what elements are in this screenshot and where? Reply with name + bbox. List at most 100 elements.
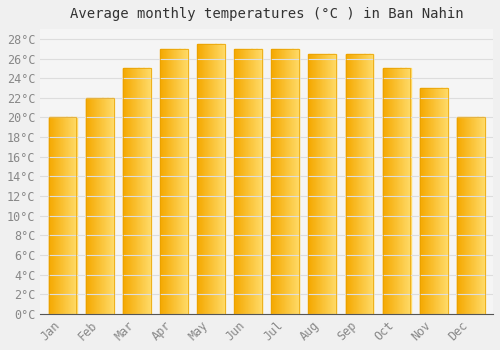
Bar xyxy=(102,98,103,314)
Bar xyxy=(437,88,438,314)
Bar xyxy=(422,88,423,314)
Bar xyxy=(470,118,471,314)
Bar xyxy=(420,88,421,314)
Bar xyxy=(125,68,126,314)
Bar xyxy=(373,54,374,314)
Bar xyxy=(50,118,51,314)
Bar xyxy=(346,54,374,314)
Bar xyxy=(174,49,175,314)
Bar xyxy=(424,88,425,314)
Bar xyxy=(177,49,178,314)
Bar xyxy=(176,49,178,314)
Bar xyxy=(286,49,287,314)
Bar xyxy=(383,68,384,314)
Bar xyxy=(162,49,163,314)
Bar xyxy=(390,68,391,314)
Bar xyxy=(425,88,426,314)
Bar xyxy=(310,54,312,314)
Bar xyxy=(140,68,141,314)
Bar xyxy=(325,54,326,314)
Bar xyxy=(203,44,204,314)
Bar xyxy=(250,49,251,314)
Bar xyxy=(353,54,354,314)
Bar xyxy=(86,98,87,314)
Bar xyxy=(440,88,441,314)
Bar xyxy=(397,68,398,314)
Bar xyxy=(129,68,130,314)
Bar xyxy=(328,54,329,314)
Bar xyxy=(127,68,128,314)
Bar xyxy=(216,44,217,314)
Bar xyxy=(444,88,445,314)
Bar xyxy=(101,98,102,314)
Bar xyxy=(210,44,211,314)
Bar xyxy=(321,54,322,314)
Bar xyxy=(389,68,390,314)
Bar xyxy=(112,98,113,314)
Bar xyxy=(204,44,205,314)
Bar xyxy=(280,49,281,314)
Bar xyxy=(248,49,250,314)
Bar xyxy=(238,49,240,314)
Bar xyxy=(290,49,291,314)
Bar xyxy=(348,54,349,314)
Bar xyxy=(73,118,74,314)
Bar xyxy=(483,118,484,314)
Bar xyxy=(347,54,348,314)
Bar xyxy=(292,49,293,314)
Bar xyxy=(365,54,366,314)
Bar xyxy=(95,98,96,314)
Bar xyxy=(316,54,317,314)
Bar xyxy=(261,49,262,314)
Bar xyxy=(272,49,299,314)
Bar xyxy=(392,68,394,314)
Bar xyxy=(291,49,292,314)
Bar xyxy=(197,44,225,314)
Bar xyxy=(466,118,467,314)
Bar xyxy=(110,98,111,314)
Bar xyxy=(224,44,225,314)
Bar xyxy=(464,118,466,314)
Bar xyxy=(370,54,371,314)
Bar xyxy=(56,118,57,314)
Bar xyxy=(217,44,218,314)
Bar xyxy=(426,88,427,314)
Bar xyxy=(208,44,209,314)
Bar xyxy=(57,118,58,314)
Bar xyxy=(335,54,336,314)
Bar xyxy=(96,98,97,314)
Bar xyxy=(207,44,208,314)
Bar xyxy=(364,54,365,314)
Bar xyxy=(134,68,135,314)
Bar xyxy=(441,88,442,314)
Bar xyxy=(421,88,422,314)
Bar xyxy=(355,54,356,314)
Bar xyxy=(142,68,143,314)
Bar xyxy=(432,88,433,314)
Bar xyxy=(312,54,313,314)
Bar xyxy=(279,49,280,314)
Bar xyxy=(288,49,289,314)
Bar xyxy=(222,44,224,314)
Bar xyxy=(362,54,363,314)
Bar xyxy=(242,49,243,314)
Bar xyxy=(124,68,125,314)
Bar xyxy=(163,49,164,314)
Bar xyxy=(246,49,247,314)
Bar xyxy=(457,118,458,314)
Bar xyxy=(324,54,325,314)
Bar xyxy=(427,88,428,314)
Bar xyxy=(160,49,161,314)
Bar xyxy=(482,118,483,314)
Bar xyxy=(65,118,66,314)
Bar xyxy=(98,98,99,314)
Bar xyxy=(252,49,253,314)
Bar xyxy=(63,118,64,314)
Bar xyxy=(315,54,316,314)
Bar xyxy=(88,98,89,314)
Bar xyxy=(128,68,129,314)
Title: Average monthly temperatures (°C ) in Ban Nahin: Average monthly temperatures (°C ) in Ba… xyxy=(70,7,464,21)
Bar xyxy=(298,49,299,314)
Bar xyxy=(52,118,53,314)
Bar xyxy=(371,54,372,314)
